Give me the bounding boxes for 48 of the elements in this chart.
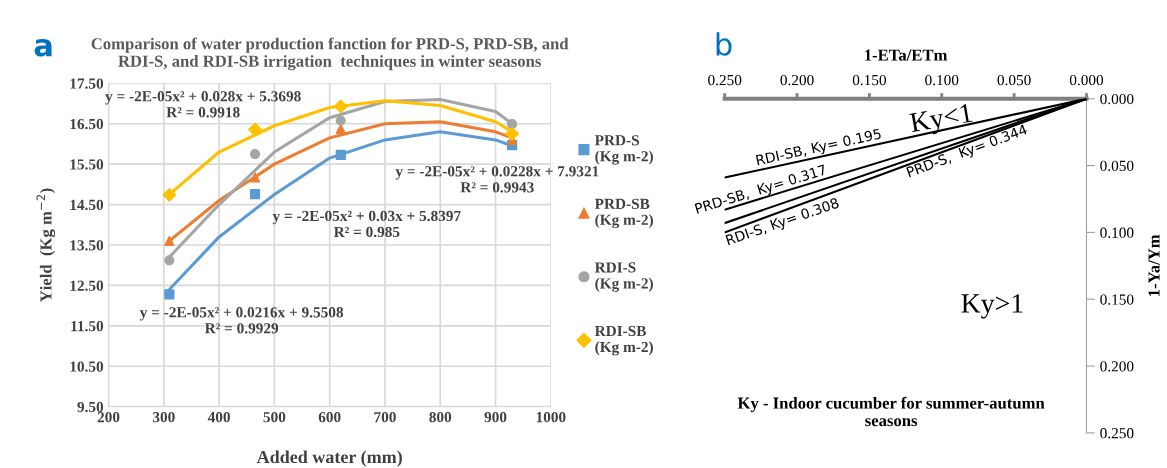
x-tick-label: 400 <box>207 411 230 423</box>
x-tick-label: 500 <box>263 411 286 423</box>
x-axis-title: 1-ETa/ETm <box>865 49 948 61</box>
legend-label: PRD-SB (Kg m-2) <box>594 198 653 229</box>
annotation: y = -2E-05x² + 0.0216x + 9.5508 R² = 0.9929 <box>139 307 344 334</box>
y-tick-label: 14.50 <box>70 199 104 211</box>
x-tick-label: 0.100 <box>925 74 959 86</box>
x-tick-label: 600 <box>318 411 341 423</box>
annotation: y = -2E-05x² + 0.03x + 5.8397 R² = 0.985 <box>272 210 461 238</box>
y-tick-label: 11.50 <box>71 320 104 332</box>
legend-label: RDI-S (Kg m-2) <box>594 262 653 292</box>
y-tick-label: 17.50 <box>70 78 104 89</box>
y-tick-label: 16.50 <box>70 118 104 130</box>
y-tick-label: 15.50 <box>70 159 104 170</box>
y-tick-label: 0.000 <box>1100 93 1134 105</box>
y-tick-label: 0.100 <box>1100 227 1134 238</box>
annotation: y = -2E-05x² + 0.028x + 5.3698 R² = 0.9918 <box>105 91 301 118</box>
y-tick-label: 0.250 <box>1100 428 1134 439</box>
annotation: Ky>1 <box>961 294 1023 319</box>
legend-label: PRD-S (Kg m-2) <box>594 135 653 165</box>
text: a <box>34 39 52 57</box>
x-tick-label: 0.150 <box>852 74 887 86</box>
y-axis-title: 1-Ya/Ym <box>1148 234 1160 296</box>
y-tick-label: 10.50 <box>70 361 104 372</box>
annotation: y = -2E-05x² + 0.0228x + 7.9321 R² = 0.9943 <box>395 166 599 193</box>
x-tick-label: 900 <box>484 411 507 423</box>
x-tick-label: 700 <box>374 411 396 423</box>
text: Ky - Indoor cucumber for summer-autumn seasons <box>737 396 1045 427</box>
x-tick-label: 300 <box>152 411 175 423</box>
y-tick-label: 13.50 <box>70 240 104 251</box>
x-tick-label: 0.200 <box>780 74 814 86</box>
y-tick-label: 0.150 <box>1100 294 1134 305</box>
y-tick-label: 0.200 <box>1100 361 1134 372</box>
x-tick-label: 0.000 <box>1069 74 1104 86</box>
x-tick-label: 0.250 <box>708 74 742 86</box>
x-axis-title: Added water (mm) <box>256 450 402 467</box>
y-tick-label: 12.50 <box>70 280 104 291</box>
x-tick-label: 200 <box>97 411 120 423</box>
text: b <box>716 32 732 56</box>
chart-title: Comparison of water production fanction for PRD-S, PRD-SB, and RDI-S, and RDI-SB irrigation techniques in winter seasons <box>91 37 569 71</box>
annotation: Ky<1 <box>909 103 974 138</box>
y-tick-label: 9.50 <box>77 401 104 413</box>
legend-label: RDI-SB (Kg m-2) <box>594 325 653 356</box>
x-tick-label: 800 <box>429 411 452 423</box>
y-axis-title: Yield (Kg m$^{−2}$) <box>36 188 56 303</box>
y-tick-label: 0.050 <box>1100 160 1134 172</box>
x-tick-label: 0.050 <box>997 74 1031 86</box>
x-tick-label: 1000 <box>536 411 566 423</box>
